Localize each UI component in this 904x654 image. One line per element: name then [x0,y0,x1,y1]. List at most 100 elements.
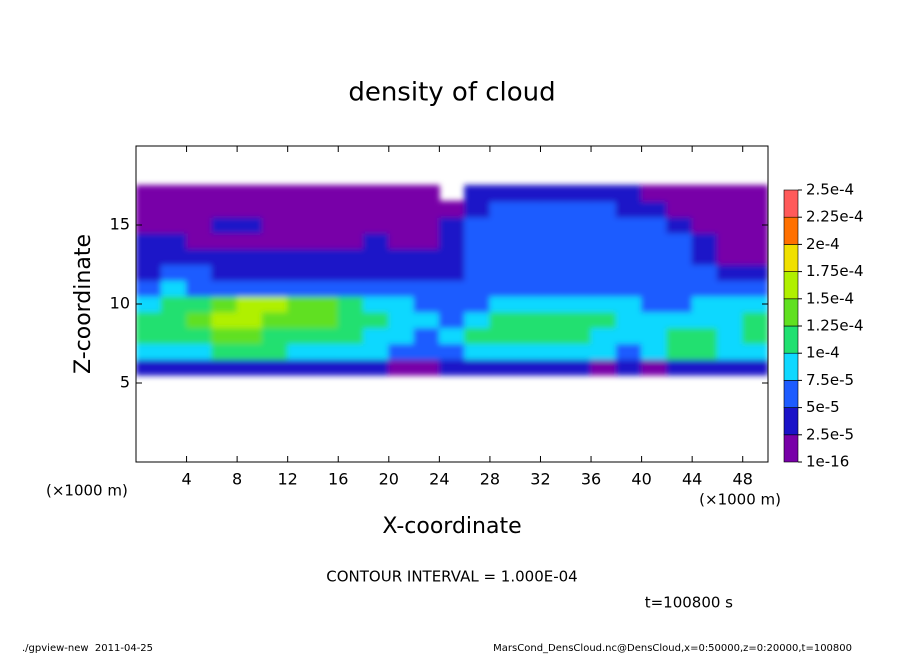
cell [261,232,289,250]
cell [261,311,289,329]
x-tick-label: 4 [181,470,191,489]
cell [464,327,491,344]
cell [742,248,768,265]
cell [160,358,188,376]
colorbar-segment [783,434,799,463]
cell [312,264,339,281]
cell [464,295,491,313]
cell [363,279,390,297]
cell [666,311,693,329]
cell [565,232,592,250]
cell [236,295,263,313]
cell [236,279,263,297]
cell [565,200,592,218]
cell [363,327,390,344]
cell [691,216,718,234]
cell [539,232,567,250]
cell [413,185,440,202]
x-tick-label: 20 [379,470,399,489]
cell [287,264,314,281]
cell [716,185,744,202]
cell [691,279,718,297]
cell [716,264,744,281]
cell [312,200,339,218]
cell [565,185,592,202]
cell [363,200,390,218]
cell [514,358,541,376]
cell [363,232,390,250]
cell [287,200,314,218]
cells [136,185,768,376]
cell [615,327,643,344]
colorbar-label: 1.5e-4 [806,289,854,307]
x-tick-label: 44 [682,470,702,489]
cell [514,264,541,281]
cell [363,311,390,329]
cell [666,216,693,234]
cell [363,295,390,313]
cell [388,200,415,218]
cell [514,248,541,265]
cell [716,295,744,313]
cell [388,248,415,265]
cell [514,327,541,344]
colorbar-label: 1.25e-4 [806,317,864,335]
cell [160,295,188,313]
cell [615,279,643,297]
cell [363,185,390,202]
cell [615,264,643,281]
cell [186,185,213,202]
cell [641,185,668,202]
cell [236,358,263,376]
cell [388,295,415,313]
cell [211,264,238,281]
cell [565,327,592,344]
cell [514,216,541,234]
cell [464,232,491,250]
cell [211,248,238,265]
cell [641,279,668,297]
cell [514,311,541,329]
cell [742,185,768,202]
cell [337,232,365,250]
cell [590,248,617,265]
cell [539,279,567,297]
cell [489,358,516,376]
cell [742,327,768,344]
cell [287,358,314,376]
colorbar-label: 7.5e-5 [806,371,854,389]
cell [388,232,415,250]
cell [160,248,188,265]
cell [716,248,744,265]
cell [464,311,491,329]
cell [641,295,668,313]
colorbar-segment [783,216,799,245]
cell [742,279,768,297]
colorbar-segment [783,244,799,272]
x-axis-label: X-coordinate [382,514,521,539]
cell [211,232,238,250]
cell [539,200,567,218]
cell [337,185,365,202]
cell [615,216,643,234]
cell [590,200,617,218]
cell [136,232,162,250]
cell [438,279,466,297]
cell [236,327,263,344]
cell [261,279,289,297]
cell [565,295,592,313]
cell [666,200,693,218]
cell [261,295,289,313]
cell [742,216,768,234]
cell [438,311,466,329]
cell [388,216,415,234]
colorbar-label: 1.75e-4 [806,262,864,280]
cell [236,311,263,329]
cell [337,343,365,360]
cell [236,232,263,250]
cell [539,343,567,360]
cell [565,358,592,376]
cell [136,358,162,376]
cell [641,232,668,250]
cell [590,185,617,202]
